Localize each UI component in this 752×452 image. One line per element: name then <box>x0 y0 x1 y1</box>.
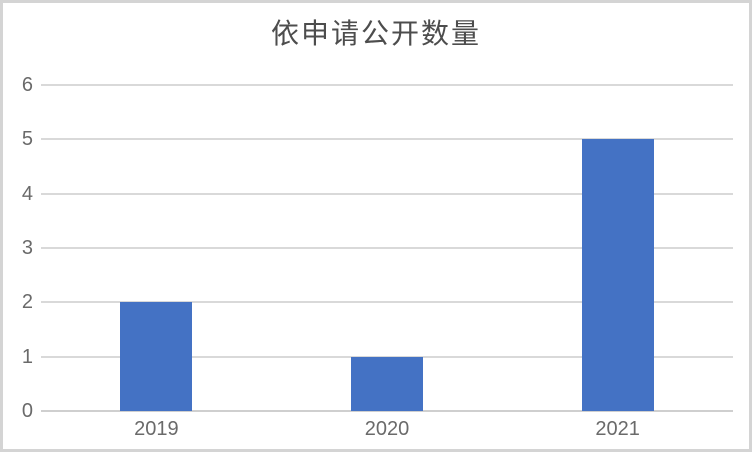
y-tick-label: 0 <box>21 400 33 422</box>
y-tick-label: 3 <box>21 237 33 259</box>
y-tick-label: 1 <box>21 345 33 368</box>
x-tick-label: 2021 <box>595 418 640 440</box>
bar-2020 <box>351 356 423 411</box>
y-tick-label: 5 <box>21 128 33 151</box>
y-tick-label: 6 <box>21 74 33 96</box>
bar-2019 <box>120 302 193 411</box>
gridline <box>41 138 733 141</box>
x-axis-line <box>41 410 733 412</box>
y-tick-label: 4 <box>21 182 33 205</box>
x-tick-label: 2019 <box>134 418 179 440</box>
x-tick-label: 2020 <box>364 418 410 440</box>
gridline <box>41 247 733 249</box>
plot-area: 0 1 2 3 4 5 6 2019 2020 2021 <box>3 3 749 449</box>
y-tick-label: 2 <box>21 291 33 314</box>
chart-title: 依申请公开数量 <box>270 18 481 49</box>
gridline <box>41 301 733 304</box>
gridline <box>41 84 733 86</box>
gridline <box>41 192 733 195</box>
bar-2021 <box>581 139 654 411</box>
